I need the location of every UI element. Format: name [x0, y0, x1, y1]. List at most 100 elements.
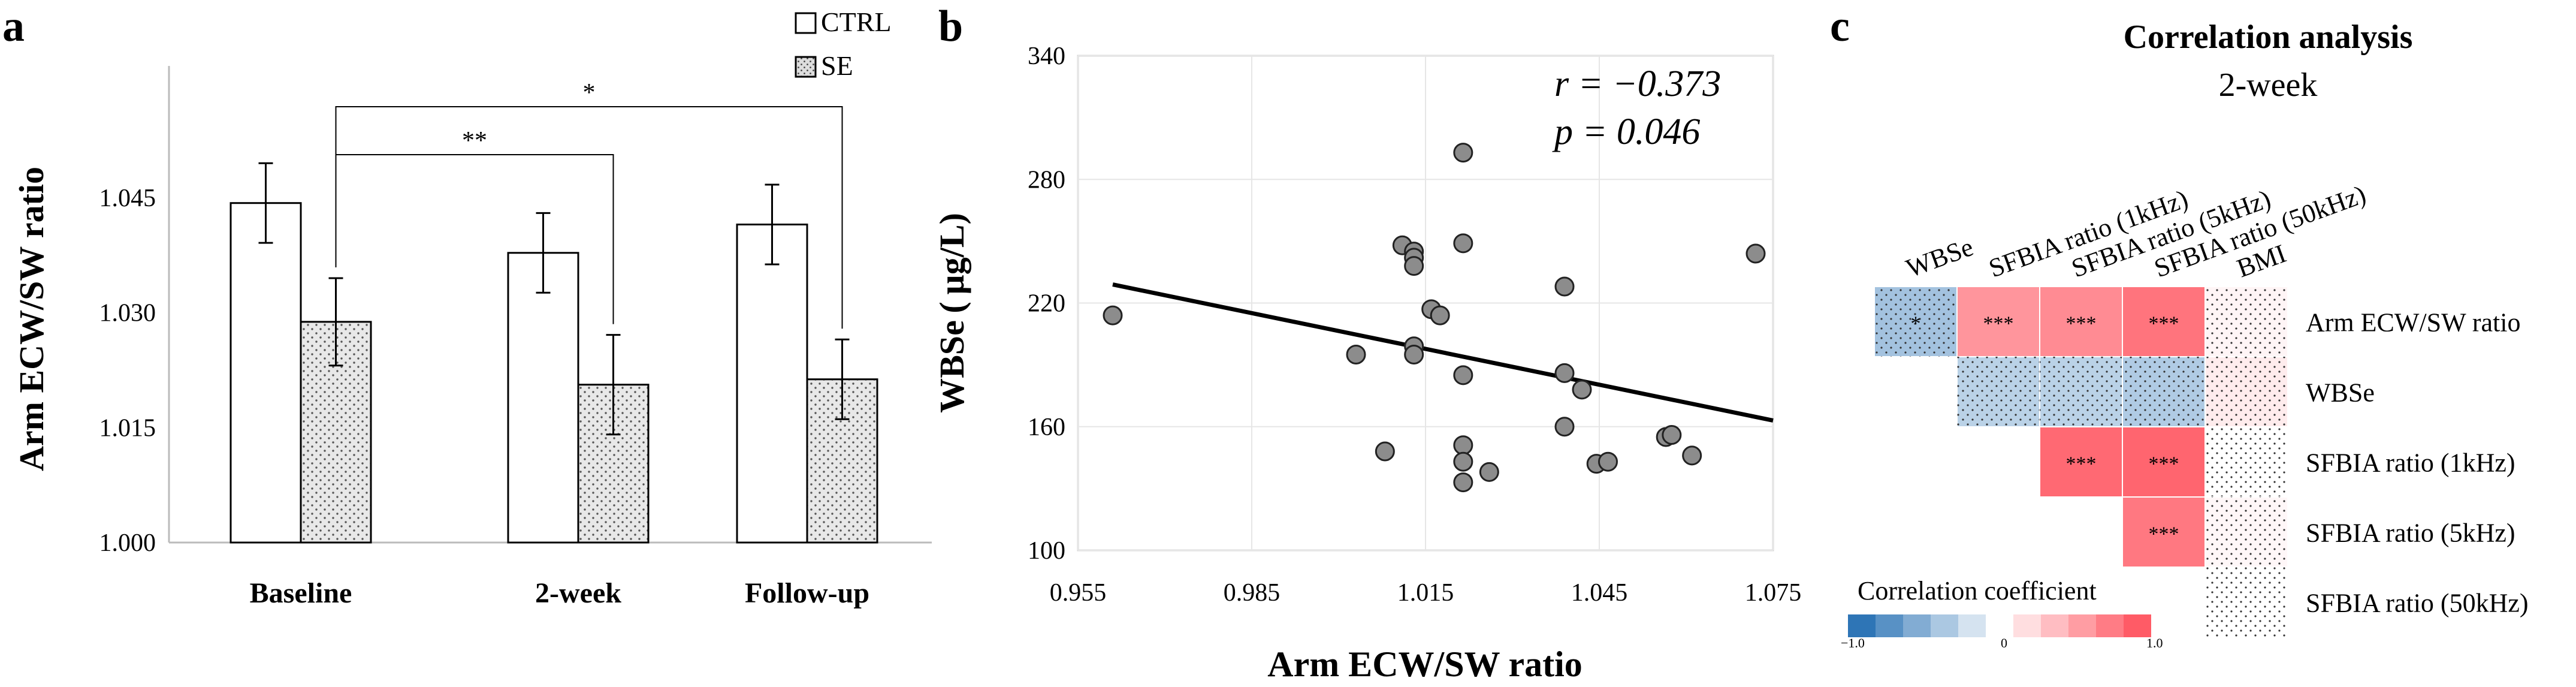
scatter-ytick-label: 100	[1028, 537, 1065, 565]
scatter-point	[1554, 417, 1575, 437]
bar-chart-ytick-label: 1.000	[99, 529, 156, 557]
scatter-ytick-label: 220	[1028, 290, 1065, 318]
scatter-xtick-label: 0.985	[1224, 579, 1281, 607]
scatter-point	[1453, 451, 1473, 472]
colorbar-step	[1958, 614, 1986, 637]
scatter-xtick-label: 1.045	[1571, 579, 1628, 607]
scatter-point	[1103, 305, 1123, 326]
heatmap-cell-nonsig-pattern	[2205, 497, 2288, 567]
scatter-ylabel: WBSe ( µg/L)	[932, 213, 971, 413]
scatter-point	[1453, 365, 1473, 385]
bar-chart-ylabel: Arm ECW/SW ratio	[12, 167, 51, 471]
bar-ctrl-2	[736, 223, 808, 544]
legend-swatch-ctrl	[795, 12, 817, 34]
scatter-point	[1682, 445, 1702, 466]
heatmap-cell-nonsig-pattern	[2205, 357, 2288, 427]
scatter-point	[1572, 379, 1592, 400]
heatmap-title: Correlation analysis	[2124, 19, 2413, 56]
bar-chart-legend: CTRL SE	[795, 7, 892, 81]
heatmap-significance: ***	[2066, 313, 2097, 335]
scatter-chart: WBSe ( µg/L) Arm ECW/SW ratio 0.955 0.985…	[932, 43, 1801, 684]
panel-label-b: b	[938, 2, 963, 51]
colorbar-step	[1848, 614, 1876, 637]
scatter-point	[1554, 276, 1575, 297]
scatter-ytick-label: 160	[1028, 414, 1065, 441]
legend-label-se: SE	[821, 50, 853, 81]
heatmap-cell-nonsig-pattern	[1957, 357, 2040, 427]
scatter-point	[1662, 425, 1682, 445]
colorbar-step	[2041, 614, 2068, 637]
colorbar-min-label: −1.0	[1841, 635, 1865, 650]
heatmap-cell-nonsig-pattern	[2040, 357, 2122, 427]
scatter-point	[1745, 243, 1766, 264]
scatter-point	[1479, 462, 1499, 482]
heatmap-cell	[2039, 426, 2123, 498]
heatmap-row-label: Arm ECW/SW ratio	[2306, 308, 2520, 338]
heatmap-cell-nonsig-pattern	[2122, 357, 2205, 427]
scatter-point	[1453, 435, 1473, 456]
significance-bracket	[335, 106, 843, 329]
bar-ctrl-0	[229, 202, 302, 544]
heatmap-chart: Correlation analysis 2-week WBSe SFBIA ra…	[1841, 19, 2529, 650]
heatmap-column-label: WBSe	[1902, 232, 1977, 283]
colorbar-step	[2096, 614, 2124, 637]
scatter-xtick-label: 0.955	[1050, 579, 1107, 607]
panel-label-c: c	[1830, 2, 1850, 51]
heatmap-cell	[2039, 286, 2123, 357]
heatmap-cell	[2122, 286, 2206, 357]
scatter-trendline	[1112, 282, 1774, 423]
scatter-point	[1430, 305, 1450, 326]
legend-swatch-se	[795, 56, 817, 78]
colorbar-step	[1931, 614, 1958, 637]
significance-label: **	[462, 127, 487, 155]
heatmap-row-label: WBSe	[2306, 378, 2375, 408]
heatmap-significance: ***	[2066, 453, 2097, 475]
scatter-point	[1554, 363, 1575, 383]
colorbar-step	[1903, 614, 1931, 637]
heatmap-row-label: SFBIA ratio (5kHz)	[2306, 519, 2515, 548]
bar-chart-ytick-label: 1.030	[99, 300, 156, 327]
heatmap-significance: ***	[1983, 313, 2014, 335]
scatter-xlabel: Arm ECW/SW ratio	[1267, 644, 1583, 684]
heatmap-significance: *	[1911, 313, 1921, 335]
bar-ctrl-1	[507, 252, 579, 544]
colorbar-step	[2124, 614, 2151, 637]
scatter-point	[1346, 344, 1366, 364]
colorbar-label: Correlation coefficient	[1858, 576, 2097, 605]
stat-p-value: p = 0.046	[1552, 112, 1700, 152]
scatter-point	[1404, 344, 1424, 364]
colorbar-step	[2068, 614, 2096, 637]
scatter-ytick-label: 340	[1028, 43, 1065, 70]
scatter-point	[1453, 143, 1473, 163]
panel-label-a: a	[2, 2, 25, 51]
colorbar-mid-label: 0	[2001, 635, 2007, 650]
bar-chart-ytick-label: 1.045	[99, 185, 156, 212]
significance-label: *	[583, 79, 596, 107]
scatter-xtick-label: 1.075	[1745, 579, 1802, 607]
heatmap-cell-nonsig-pattern	[2205, 427, 2288, 497]
scatter-point	[1598, 451, 1618, 472]
heatmap-row-label: SFBIA ratio (50kHz)	[2306, 589, 2529, 618]
colorbar-step	[2013, 614, 2041, 637]
legend-label-ctrl: CTRL	[821, 7, 892, 37]
heatmap-row-label: SFBIA ratio (1kHz)	[2306, 448, 2515, 478]
heatmap-cell-nonsig-pattern	[2205, 567, 2288, 637]
colorbar-step	[1876, 614, 1903, 637]
scatter-point	[1453, 233, 1473, 254]
heatmap-significance: ***	[2149, 453, 2179, 475]
heatmap-significance: ***	[2149, 523, 2179, 546]
scatter-xtick-label: 1.015	[1397, 579, 1454, 607]
heatmap-significance: ***	[2149, 313, 2179, 335]
colorbar-max-label: 1.0	[2146, 635, 2163, 650]
heatmap-subtitle: 2-week	[2219, 67, 2318, 104]
bar-chart-category-label: Baseline	[250, 577, 352, 609]
scatter-point	[1453, 472, 1473, 493]
heatmap-cell	[1956, 286, 2040, 357]
scatter-point	[1404, 256, 1424, 276]
stat-r-value: r = −0.373	[1554, 64, 1721, 104]
scatter-point	[1375, 441, 1395, 462]
heatmap-cell-nonsig-pattern	[2205, 287, 2288, 357]
bar-chart: Arm ECW/SW ratio 1.000 1.015 1.030 1.045 Ba…	[12, 7, 932, 609]
heatmap-cell-nonsig-pattern	[1874, 287, 1957, 357]
